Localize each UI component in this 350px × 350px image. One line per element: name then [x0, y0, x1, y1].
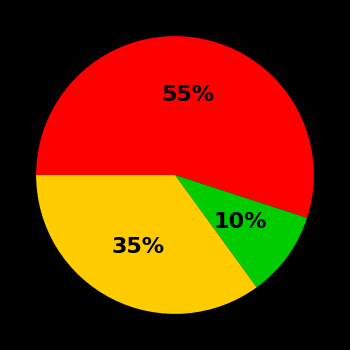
Text: 55%: 55% [161, 85, 214, 105]
Text: 10%: 10% [214, 212, 267, 232]
Wedge shape [36, 36, 314, 218]
Text: 35%: 35% [112, 237, 165, 257]
Wedge shape [36, 175, 257, 314]
Wedge shape [175, 175, 307, 287]
